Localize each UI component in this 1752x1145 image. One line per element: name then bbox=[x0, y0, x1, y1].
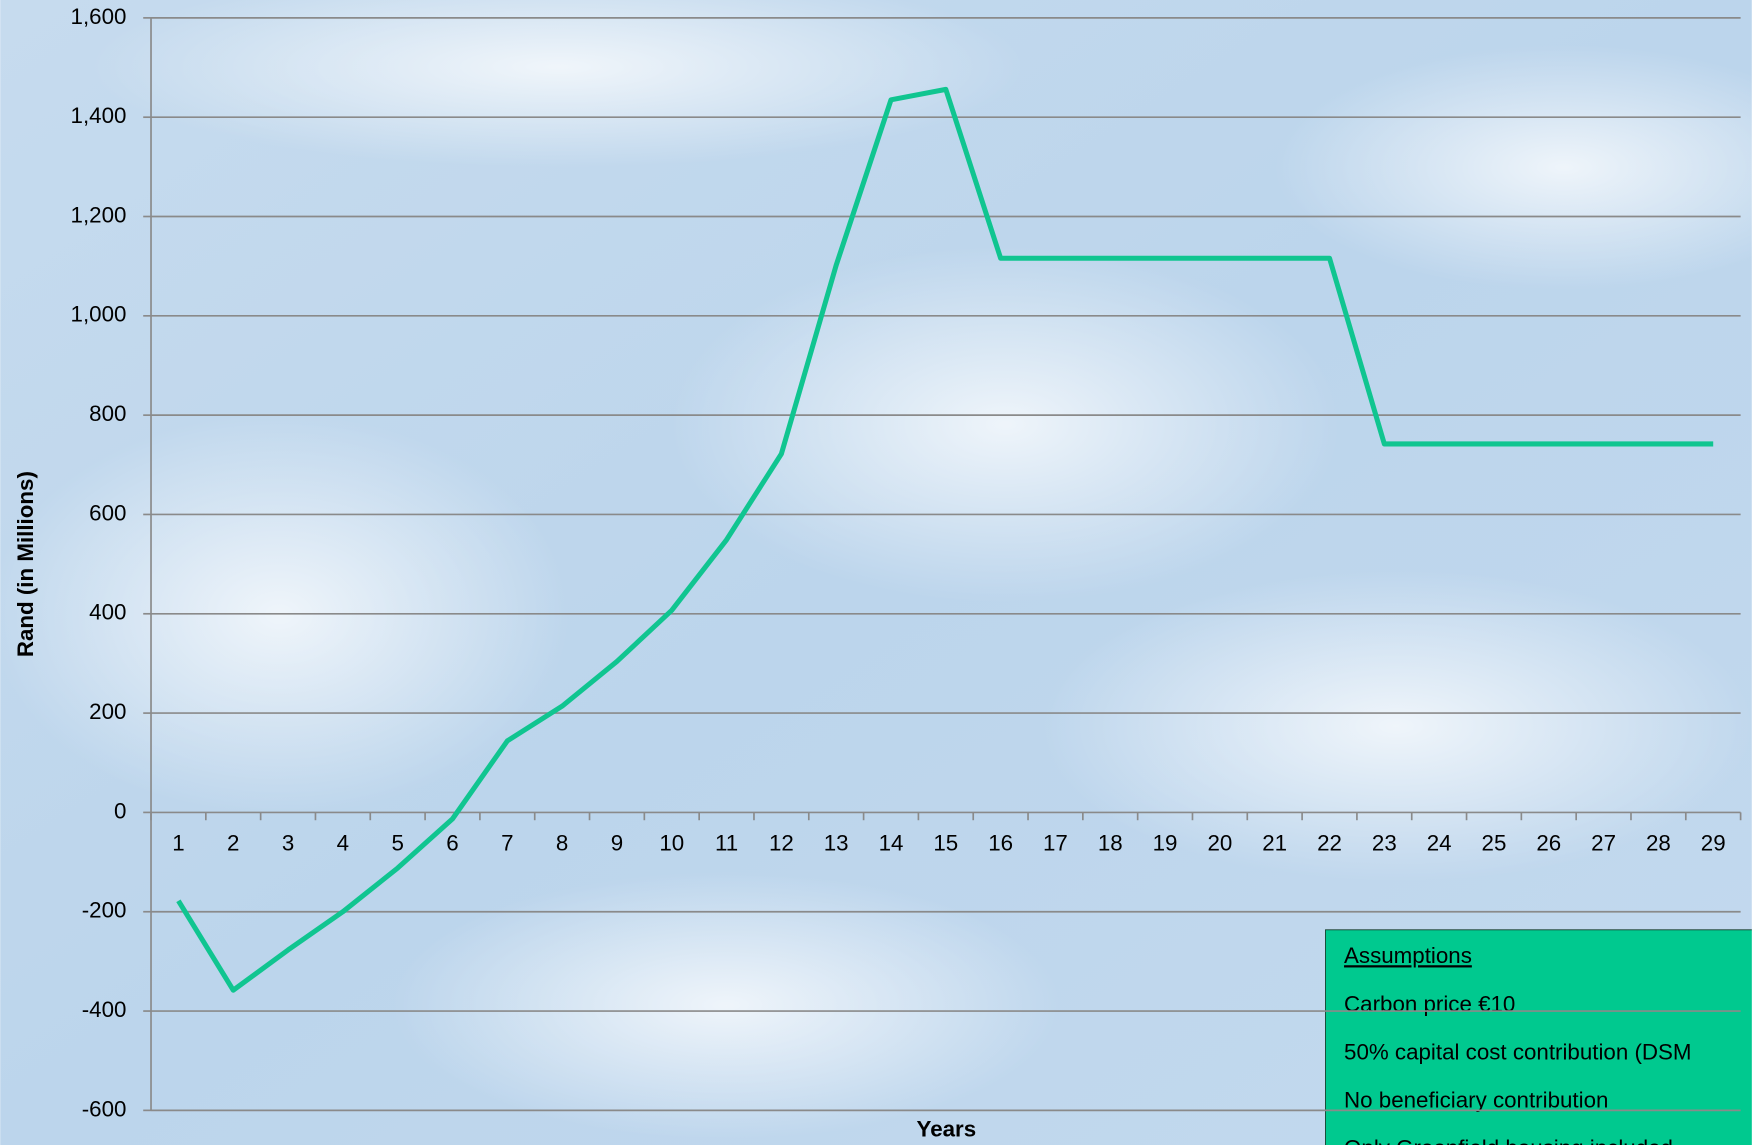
y-tick-label: -400 bbox=[82, 997, 127, 1022]
x-tick-label: 29 bbox=[1701, 831, 1726, 856]
x-tick-label: 16 bbox=[988, 831, 1013, 856]
y-tick-label: 0 bbox=[114, 798, 126, 823]
x-tick-label: 12 bbox=[769, 831, 794, 856]
x-tick-label: 7 bbox=[501, 831, 513, 856]
x-tick-label: 27 bbox=[1591, 831, 1616, 856]
y-tick-label: 200 bbox=[89, 699, 126, 724]
x-tick-label: 20 bbox=[1207, 831, 1232, 856]
assumption-line: Carbon price €10 bbox=[1344, 991, 1515, 1016]
x-tick-label: 18 bbox=[1098, 831, 1123, 856]
x-tick-label: 9 bbox=[611, 831, 623, 856]
x-tick-label: 11 bbox=[715, 831, 738, 856]
y-tick-label: 1,000 bbox=[71, 302, 127, 327]
y-tick-label: 1,200 bbox=[71, 202, 127, 227]
assumptions-box: Assumptions Carbon price €10 50% capital … bbox=[1325, 929, 1752, 1145]
assumptions-background bbox=[1325, 929, 1752, 1145]
y-tick-label: 600 bbox=[89, 500, 126, 525]
x-tick-label: 26 bbox=[1536, 831, 1561, 856]
x-tick-label: 10 bbox=[659, 831, 684, 856]
x-tick-label: 15 bbox=[933, 831, 958, 856]
x-tick-label: 8 bbox=[556, 831, 568, 856]
x-tick-label: 28 bbox=[1646, 831, 1671, 856]
x-tick-label: 24 bbox=[1427, 831, 1452, 856]
x-tick-label: 21 bbox=[1262, 831, 1287, 856]
x-tick-label: 23 bbox=[1372, 831, 1397, 856]
x-tick-label: 4 bbox=[337, 831, 349, 856]
y-tick-label: -600 bbox=[82, 1096, 127, 1121]
x-tick-label: 22 bbox=[1317, 831, 1342, 856]
data-line bbox=[176, 86, 1714, 993]
x-tick-label: 6 bbox=[446, 831, 458, 856]
assumption-line: 50% capital cost contribution (DSM bbox=[1344, 1039, 1691, 1064]
x-tick-label: 19 bbox=[1153, 831, 1178, 856]
x-tick-label: 14 bbox=[879, 831, 904, 856]
assumption-line: No beneficiary contribution bbox=[1344, 1087, 1608, 1112]
y-tick-label: -200 bbox=[82, 898, 127, 923]
x-axis-label: Years bbox=[917, 1116, 977, 1141]
y-tick-label: 800 bbox=[89, 401, 126, 426]
y-tick-label: 1,400 bbox=[71, 103, 127, 128]
assumptions-title: Assumptions bbox=[1344, 943, 1472, 968]
x-tick-label: 13 bbox=[824, 831, 849, 856]
y-tick-label: 1,600 bbox=[71, 4, 127, 29]
x-tick-label: 1 bbox=[172, 831, 184, 856]
y-axis-label: Rand (in Millions) bbox=[13, 471, 38, 657]
x-tick-label: 5 bbox=[391, 831, 403, 856]
y-tick-label: 400 bbox=[89, 600, 126, 625]
x-tick-label: 2 bbox=[227, 831, 239, 856]
x-tick-label: 25 bbox=[1482, 831, 1507, 856]
assumption-line: Only Greenfield housing included bbox=[1344, 1135, 1673, 1145]
x-tick-label: 3 bbox=[282, 831, 294, 856]
x-tick-label: 17 bbox=[1043, 831, 1068, 856]
